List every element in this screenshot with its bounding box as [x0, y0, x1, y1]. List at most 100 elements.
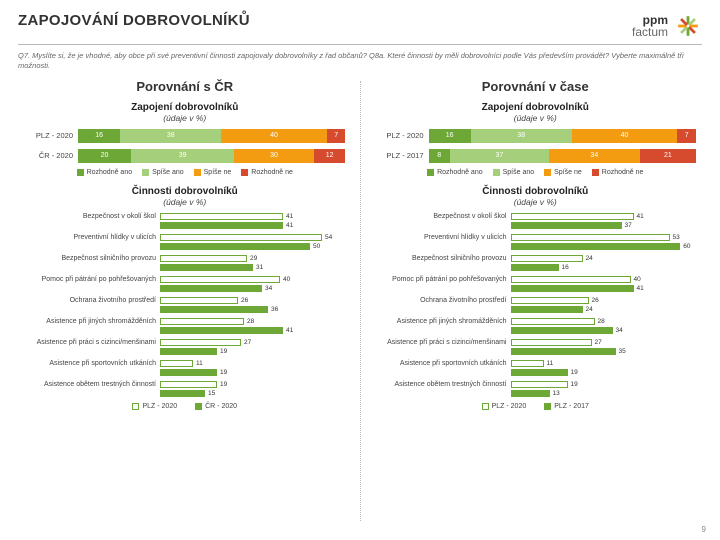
grouped-bar	[511, 327, 613, 334]
grouped-bar-value: 24	[586, 255, 593, 262]
grouped-bar-value: 41	[637, 213, 644, 220]
legend-item: ČR - 2020	[195, 403, 237, 410]
grouped-bar	[160, 369, 217, 376]
grouped-bar-value: 34	[265, 285, 272, 292]
grouped-row-label: Pomoc při pátrání po pohřešovaných	[371, 276, 511, 284]
grouped-row: Bezpečnost v okolí škol4141	[20, 213, 350, 231]
grouped-row: Ochrana životního prostředí2624	[371, 297, 701, 315]
grouped-row: Preventivní hlídky v ulicích 54 50	[20, 234, 350, 252]
grouped-bar-value: 54	[325, 234, 332, 241]
grouped-bar	[160, 255, 247, 262]
grouped-bar-line: 27	[511, 339, 691, 347]
legend-swatch	[544, 403, 551, 410]
stacked-segment: 16	[78, 129, 120, 143]
grouped-row-label: Bezpečnost silničního provozu	[20, 255, 160, 263]
legend-swatch	[142, 169, 149, 176]
grouped-bar	[511, 255, 583, 262]
header: ZAPOJOVÁNÍ DOBROVOLNÍKŮ ppm factum	[0, 0, 720, 44]
grouped-row-label: Preventivní hlídky v ulicích	[20, 234, 160, 242]
grouped-bar-value: 50	[313, 243, 320, 250]
grouped-bar-line: 41	[160, 327, 340, 335]
grouped-bar	[160, 381, 217, 388]
left-stacked-title: Zapojení dobrovolníků	[18, 102, 352, 113]
legend-label: PLZ - 2020	[492, 403, 527, 410]
legend-label: Rozhodně ano	[87, 169, 133, 176]
logo-text: ppm factum	[632, 14, 668, 38]
grouped-row: Asistence obětem trestných činností1915	[20, 381, 350, 399]
grouped-bars: 4034	[160, 276, 340, 294]
left-grouped-title: Činnosti dobrovolníků	[18, 186, 352, 197]
stacked-row: PLZ - 20201638407	[24, 129, 346, 143]
grouped-bar	[511, 297, 589, 304]
stacked-segment: 37	[450, 149, 549, 163]
right-column: Porovnání v čase Zapojení dobrovolníků (…	[361, 75, 711, 521]
grouped-bar-value: 37	[625, 222, 632, 229]
stacked-segment: 7	[677, 129, 696, 143]
grouped-row-label: Asistence při práci s cizinci/menšinami	[371, 339, 511, 347]
grouped-bars: 54 50	[160, 234, 340, 252]
grouped-row: Asistence obětem trestných činností1913	[371, 381, 701, 399]
legend-swatch	[427, 169, 434, 176]
legend-swatch	[241, 169, 248, 176]
grouped-bar-line: 41	[160, 213, 340, 221]
stacked-segment: 38	[120, 129, 221, 143]
grouped-row-label: Pomoc při pátrání po pohřešovaných	[20, 276, 160, 284]
grouped-bar-value: 11	[547, 360, 554, 367]
grouped-row: Asistence při jiných shromážděních2841	[20, 318, 350, 336]
grouped-bar-line: 15	[160, 390, 340, 398]
grouped-bar-value: 19	[571, 369, 578, 376]
grouped-bar	[160, 276, 280, 283]
grouped-row-label: Bezpečnost v okolí škol	[371, 213, 511, 221]
grouped-bar	[160, 318, 244, 325]
asterisk-icon	[674, 12, 702, 40]
stacked-segment: 30	[234, 149, 313, 163]
grouped-bar	[511, 318, 595, 325]
grouped-bar-line: 11	[511, 360, 691, 368]
grouped-bar	[160, 243, 310, 250]
grouped-row: Asistence při práci s cizinci/menšinami2…	[20, 339, 350, 357]
grouped-bar-line: 53	[511, 234, 691, 242]
page-title: ZAPOJOVÁNÍ DOBROVOLNÍKŮ	[18, 12, 250, 29]
grouped-bar-value: 53	[673, 234, 680, 241]
legend-label: PLZ - 2020	[142, 403, 177, 410]
stacked-segment: 16	[429, 129, 471, 143]
stacked-segment: 20	[78, 149, 131, 163]
grouped-bar-line: 41	[160, 222, 340, 230]
stacked-segment: 39	[131, 149, 234, 163]
grouped-bar-line: 60	[511, 243, 691, 251]
grouped-row: Bezpečnost v okolí škol 41 37	[371, 213, 701, 231]
grouped-bars: 1119	[160, 360, 340, 378]
grouped-bars: 1913	[511, 381, 691, 399]
grouped-bar-value: 41	[286, 213, 293, 220]
grouped-bar-value: 60	[683, 243, 690, 250]
grouped-bar-line: 24	[511, 306, 691, 314]
legend-label: Spíše ano	[503, 169, 535, 176]
right-grouped-title: Činnosti dobrovolníků	[369, 186, 703, 197]
grouped-bar-line: 35	[511, 348, 691, 356]
grouped-bar	[160, 348, 217, 355]
grouped-bar-value: 15	[208, 390, 215, 397]
grouped-row-label: Asistence obětem trestných činností	[20, 381, 160, 389]
grouped-row: Asistence při sportovních utkáních1119	[371, 360, 701, 378]
grouped-bar	[160, 360, 193, 367]
grouped-row: Pomoc při pátrání po pohřešovaných4034	[20, 276, 350, 294]
grouped-bar-line: 16	[511, 264, 691, 272]
grouped-bar-value: 41	[286, 327, 293, 334]
stacked-row-label: PLZ - 2020	[24, 131, 78, 140]
grouped-bar-value: 26	[241, 297, 248, 304]
grouped-bar-line: 11	[160, 360, 340, 368]
grouped-bars: 41 37	[511, 213, 691, 231]
grouped-bars: 2416	[511, 255, 691, 273]
grouped-bar-line: 26	[160, 297, 340, 305]
legend-item: Spíše ano	[493, 169, 535, 176]
grouped-bar-line: 54	[160, 234, 340, 242]
legend-item: Spíše ne	[544, 169, 582, 176]
left-column: Porovnání s ČR Zapojení dobrovolníků (úd…	[10, 75, 360, 521]
stacked-row: PLZ - 20201638407	[375, 129, 697, 143]
legend-swatch	[195, 403, 202, 410]
legend-label: ČR - 2020	[205, 403, 237, 410]
grouped-bar	[511, 369, 568, 376]
grouped-bar	[511, 222, 622, 229]
grouped-bar	[511, 360, 544, 367]
legend-item: Spíše ne	[194, 169, 232, 176]
